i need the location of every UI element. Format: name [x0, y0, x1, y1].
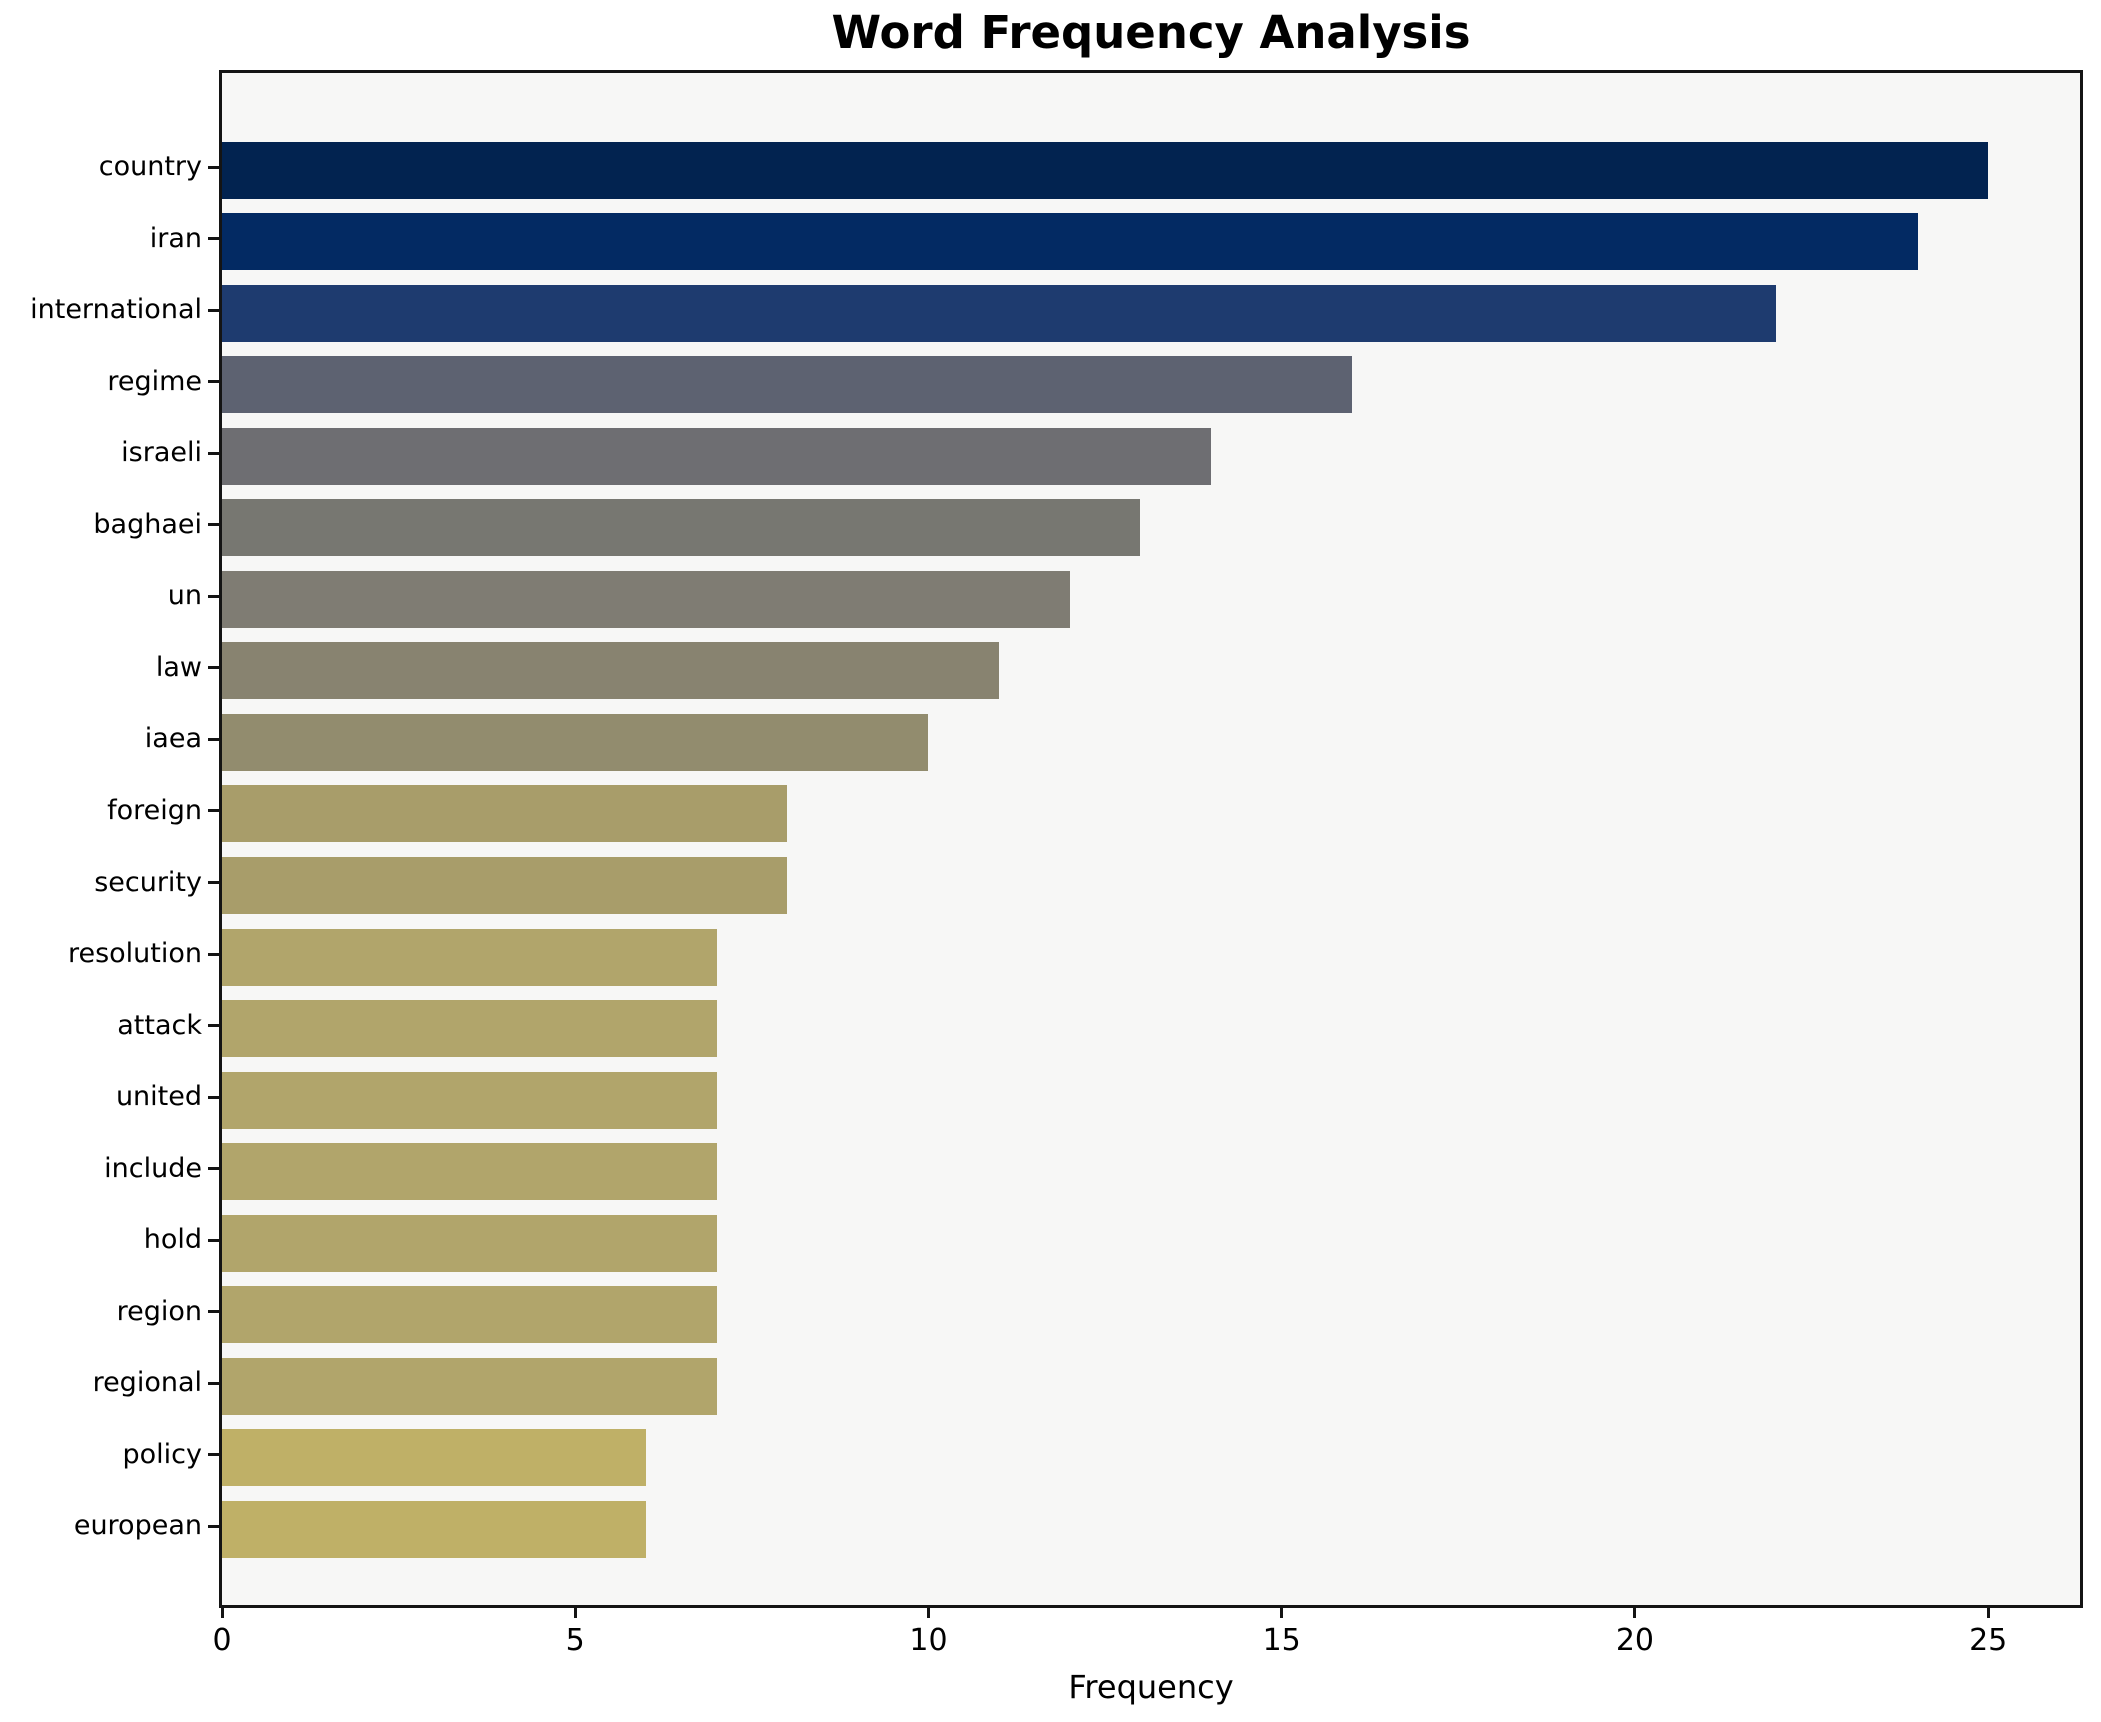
- plot-area: [219, 70, 2083, 1608]
- y-tick-mark: [208, 1381, 219, 1385]
- y-tick-mark: [208, 165, 219, 169]
- y-tick-mark: [208, 1310, 219, 1314]
- y-tick-label-hold: hold: [143, 1224, 202, 1256]
- y-tick-label-regional: regional: [92, 1367, 202, 1399]
- bar-baghaei: [222, 499, 1141, 557]
- y-tick-mark: [208, 881, 219, 884]
- x-axis-label: Frequency: [1068, 1668, 1234, 1706]
- bar-iran: [222, 213, 1918, 271]
- bar-foreign: [222, 785, 788, 843]
- x-tick-mark: [1280, 1608, 1284, 1618]
- y-tick-mark: [208, 809, 219, 813]
- bar-security: [222, 857, 788, 914]
- bar-law: [222, 642, 1000, 700]
- x-tick-label: 15: [1262, 1623, 1301, 1658]
- y-tick-label-iaea: iaea: [144, 723, 202, 755]
- y-tick-label-resolution: resolution: [67, 938, 202, 970]
- x-tick-label: 20: [1615, 1623, 1655, 1658]
- chart-title: Word Frequency Analysis: [831, 6, 1471, 59]
- y-tick-mark: [208, 1095, 219, 1099]
- y-tick-mark: [208, 952, 219, 956]
- bar-policy: [222, 1429, 646, 1487]
- y-tick-mark: [208, 1238, 219, 1242]
- x-tick-label: 5: [565, 1623, 585, 1658]
- bar-iaea: [222, 713, 929, 771]
- y-tick-label-include: include: [104, 1152, 202, 1184]
- y-tick-label-international: international: [30, 294, 202, 326]
- x-tick-label: 0: [212, 1623, 232, 1658]
- bar-regime: [222, 356, 1353, 414]
- bar-israeli: [222, 427, 1212, 485]
- bar-european: [222, 1500, 646, 1558]
- y-tick-label-european: european: [73, 1510, 202, 1542]
- y-tick-label-foreign: foreign: [107, 794, 202, 826]
- y-tick-mark: [208, 451, 219, 455]
- y-tick-mark: [208, 1453, 219, 1457]
- y-tick-label-iran: iran: [149, 222, 202, 254]
- x-tick-mark: [573, 1608, 577, 1618]
- y-tick-label-law: law: [155, 651, 202, 683]
- bar-resolution: [222, 928, 717, 986]
- x-tick-mark: [926, 1608, 930, 1618]
- y-tick-mark: [208, 523, 219, 527]
- bar-hold: [222, 1214, 717, 1272]
- bar-international: [222, 284, 1777, 342]
- y-tick-label-attack: attack: [117, 1009, 202, 1041]
- y-tick-label-united: united: [115, 1081, 202, 1113]
- x-tick-mark: [1986, 1608, 1990, 1618]
- x-tick-mark: [1633, 1608, 1637, 1618]
- bar-attack: [222, 1000, 717, 1058]
- y-tick-mark: [208, 308, 219, 312]
- y-tick-mark: [208, 1024, 219, 1028]
- y-tick-label-security: security: [94, 866, 202, 898]
- y-tick-label-region: region: [116, 1295, 202, 1327]
- y-tick-mark: [208, 237, 219, 241]
- y-tick-label-un: un: [167, 580, 202, 612]
- bar-un: [222, 570, 1070, 628]
- y-tick-mark: [208, 380, 219, 384]
- y-tick-mark: [208, 594, 219, 598]
- bar-region: [222, 1286, 717, 1344]
- y-tick-mark: [208, 1524, 219, 1528]
- bar-united: [222, 1071, 717, 1129]
- y-tick-label-policy: policy: [122, 1438, 202, 1470]
- bar-country: [222, 141, 1989, 199]
- y-tick-mark: [208, 666, 219, 670]
- y-tick-mark: [208, 1167, 219, 1171]
- y-tick-label-baghaei: baghaei: [93, 508, 202, 540]
- y-tick-mark: [208, 737, 219, 741]
- x-tick-label: 25: [1969, 1623, 2008, 1658]
- bar-regional: [222, 1357, 717, 1415]
- y-tick-label-country: country: [98, 151, 202, 182]
- y-tick-label-regime: regime: [107, 365, 202, 397]
- x-tick-label: 10: [909, 1623, 948, 1658]
- bar-include: [222, 1143, 717, 1201]
- x-tick-mark: [220, 1608, 224, 1618]
- y-tick-label-israeli: israeli: [121, 437, 202, 469]
